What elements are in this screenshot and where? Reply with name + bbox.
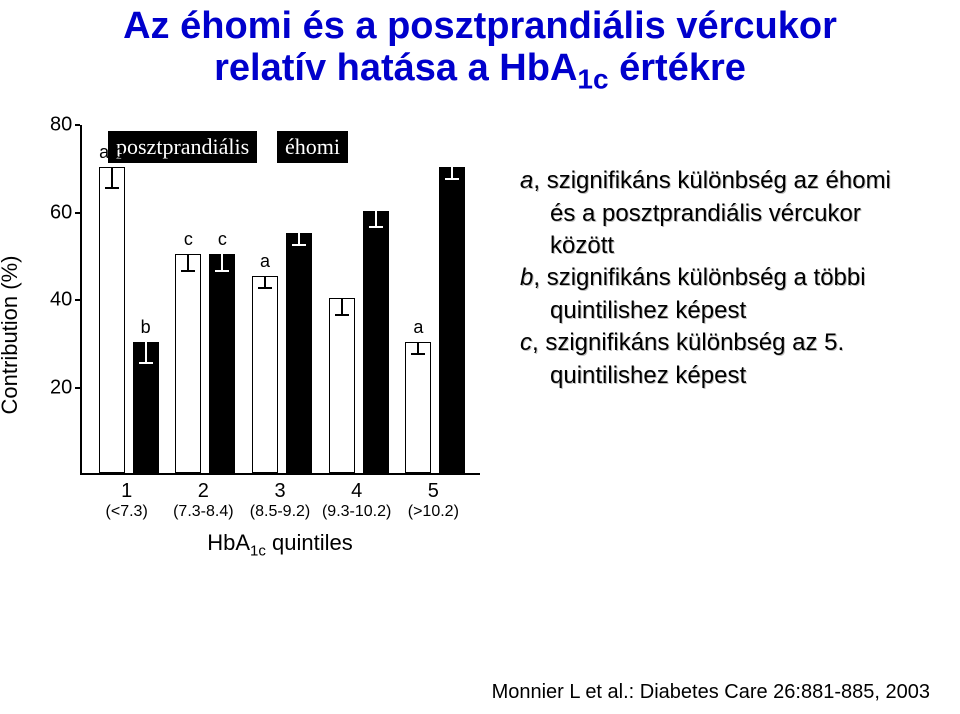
bar-annotation: a: [413, 317, 423, 338]
title-line1: Az éhomi és a posztprandiális vércukor: [0, 6, 960, 48]
legend-postprandial: posztprandiális: [108, 131, 257, 163]
x-axis-title-sub: 1c: [250, 543, 266, 560]
error-cap: [292, 244, 306, 246]
error-cap: [181, 270, 195, 272]
bar-chart: posztprandiális éhomi a,b b c c a a: [80, 125, 480, 475]
bar-fasting: [286, 233, 312, 474]
slide-title: Az éhomi és a posztprandiális vércukor r…: [0, 0, 960, 95]
y-tick: [75, 212, 80, 214]
x-range-label: (>10.2): [408, 503, 459, 521]
x-tick-label: 5: [428, 480, 439, 503]
note-b-text: , szignifikáns különbség a többi: [533, 264, 865, 291]
note-c-line2: quintilishez képest: [520, 360, 950, 392]
bar-fasting: [439, 167, 465, 473]
bar-postprandial: [329, 298, 355, 473]
x-tick-label: 2: [198, 480, 209, 503]
x-range-label: (7.3-8.4): [173, 503, 233, 521]
error-cap: [105, 187, 119, 189]
title-line2: relatív hatása a HbA1c értékre: [0, 48, 960, 95]
error-cap: [139, 362, 153, 364]
error-cap: [369, 226, 383, 228]
citation: Monnier L et al.: Diabetes Care 26:881-8…: [492, 681, 930, 704]
bar-fasting: [363, 211, 389, 474]
note-c-line1: c, szignifikáns különbség az 5.: [520, 327, 950, 359]
error-cap: [445, 178, 459, 180]
x-range-label: (8.5-9.2): [250, 503, 310, 521]
error-cap: [215, 270, 229, 272]
note-b-letter: b: [520, 264, 533, 291]
y-tick-label: 80: [50, 114, 72, 137]
x-range-label: (9.3-10.2): [322, 503, 391, 521]
x-axis-title-pre: HbA: [207, 530, 250, 555]
y-tick-label: 20: [50, 376, 72, 399]
note-a-line1: a, szignifikáns különbség az éhomi: [520, 165, 950, 197]
chart-area: Contribution (%) posztprandiális éhomi a…: [20, 105, 500, 565]
note-a-line3: között: [520, 230, 950, 262]
legend-fasting: éhomi: [277, 131, 348, 163]
note-a-letter: a: [520, 167, 533, 194]
title-line2-sub: 1c: [577, 63, 608, 94]
note-c-text: , szignifikáns különbség az 5.: [532, 329, 844, 356]
bar-postprandial: [99, 167, 125, 473]
y-tick: [75, 124, 80, 126]
bar-annotation: b: [141, 317, 151, 338]
x-range-label: (<7.3): [106, 503, 148, 521]
note-b-line1: b, szignifikáns különbség a többi: [520, 262, 950, 294]
bar-postprandial: [175, 254, 201, 473]
bar-annotation: a: [260, 251, 270, 272]
content-row: Contribution (%) posztprandiális éhomi a…: [0, 105, 960, 565]
error-cap: [335, 314, 349, 316]
note-c-letter: c: [520, 329, 532, 356]
note-b-line2: quintilishez képest: [520, 295, 950, 327]
bar-annotation: c: [218, 229, 227, 250]
title-line2-pre: relatív hatása a HbA: [214, 47, 577, 89]
error-cap: [411, 353, 425, 355]
note-a-line2: és a posztprandiális vércukor: [520, 198, 950, 230]
note-a-text: , szignifikáns különbség az éhomi: [533, 167, 891, 194]
x-axis-title-post: quintiles: [266, 530, 353, 555]
title-line2-post: értékre: [609, 47, 746, 89]
error-cap: [258, 287, 272, 289]
bar-postprandial: [405, 342, 431, 473]
x-tick-label: 4: [351, 480, 362, 503]
y-axis-label: Contribution (%): [0, 256, 23, 415]
x-tick-label: 1: [121, 480, 132, 503]
y-tick: [75, 387, 80, 389]
y-tick: [75, 299, 80, 301]
error-bar: [111, 167, 113, 189]
y-tick-label: 40: [50, 289, 72, 312]
bar-annotation: a,b: [99, 142, 124, 163]
x-axis-title: HbA1c quintiles: [207, 530, 352, 559]
y-tick-label: 60: [50, 201, 72, 224]
bar-annotation: c: [184, 229, 193, 250]
bar-fasting: [209, 254, 235, 473]
notes-panel: a, szignifikáns különbség az éhomi és a …: [500, 105, 950, 392]
x-tick-label: 3: [274, 480, 285, 503]
error-bar: [145, 342, 147, 364]
bar-postprandial: [252, 276, 278, 473]
